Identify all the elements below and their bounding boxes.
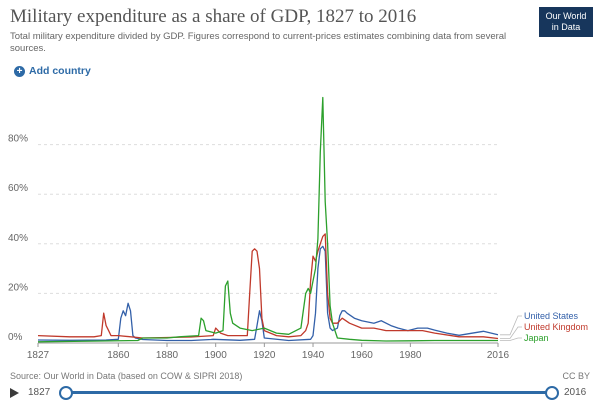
series-line-japan xyxy=(37,96,498,343)
timeline-track[interactable] xyxy=(64,391,552,394)
add-country-label: Add country xyxy=(29,65,91,77)
timeline-start-handle[interactable] xyxy=(59,386,73,400)
legend-connector xyxy=(500,315,522,336)
x-tick-label: 1960 xyxy=(351,350,374,361)
x-tick-label: 1860 xyxy=(107,350,130,361)
y-tick-label: 80% xyxy=(8,134,28,145)
legend-connector xyxy=(500,326,522,339)
legend-label: United States xyxy=(524,311,579,321)
x-tick-label: 1920 xyxy=(253,350,276,361)
legend-connector xyxy=(500,337,522,341)
logo-line-2: in Data xyxy=(551,22,581,32)
logo-line-1: Our World xyxy=(545,11,587,21)
x-tick-label: 1880 xyxy=(156,350,179,361)
line-chart: 0% 20% 40% 60% 80% 1827 1860 1880 1900 1920 1940 19… xyxy=(8,96,588,361)
plus-icon: + xyxy=(14,65,25,77)
source-note[interactable]: Source: Our World in Data (based on COW … xyxy=(10,371,243,381)
license-link[interactable]: CC BY xyxy=(562,371,590,381)
y-tick-label: 60% xyxy=(8,183,28,194)
x-tick-label: 1900 xyxy=(205,350,228,361)
timeline: 1827 2016 xyxy=(0,384,600,402)
legend-label: Japan xyxy=(524,333,549,343)
x-tick-label: 1940 xyxy=(302,350,325,361)
x-tick-label: 1980 xyxy=(399,350,422,361)
y-tick-label: 40% xyxy=(8,233,28,244)
x-tick-label: 1827 xyxy=(27,350,50,361)
owid-logo[interactable]: Our World in Data xyxy=(539,7,593,37)
x-tick-label: 2016 xyxy=(487,350,510,361)
y-tick-label: 0% xyxy=(8,332,23,343)
add-country-button[interactable]: + Add country xyxy=(14,65,91,77)
series-line-united-states xyxy=(37,245,499,342)
legend-label: United Kingdom xyxy=(524,322,588,332)
chart-title: Military expenditure as a share of GDP, … xyxy=(10,6,417,27)
play-icon[interactable] xyxy=(10,388,19,398)
y-tick-label: 20% xyxy=(8,282,28,293)
series-line-united-kingdom xyxy=(37,233,499,340)
timeline-start-label: 1827 xyxy=(28,387,51,398)
timeline-end-label: 2016 xyxy=(564,387,587,398)
chart-subtitle: Total military expenditure divided by GD… xyxy=(10,31,507,54)
timeline-end-handle[interactable] xyxy=(545,386,559,400)
